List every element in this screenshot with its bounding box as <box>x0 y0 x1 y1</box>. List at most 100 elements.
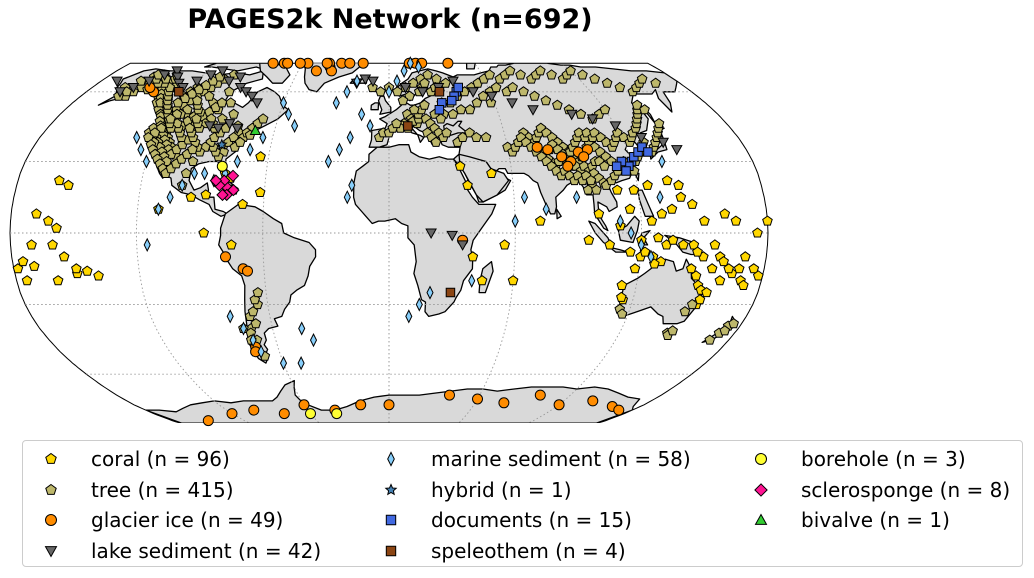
coral-site-marker <box>467 251 479 262</box>
coral-site-marker <box>225 239 237 250</box>
legend-entry-speleothem: speleothem (n = 4) <box>373 536 626 566</box>
coral-site-marker <box>748 263 760 274</box>
tree-site-marker <box>515 69 526 80</box>
glacier-ice-site-marker <box>553 399 565 411</box>
coral-site-marker <box>723 263 735 274</box>
lake-sediment-site-marker <box>506 98 518 109</box>
legend: coral (n = 96) tree (n = 415) glacier ice … <box>22 440 1023 567</box>
coral-site-marker <box>454 160 466 171</box>
lake-sediment-site-marker <box>416 87 429 98</box>
marine-sediment-site-marker <box>239 321 248 336</box>
tree-site-marker <box>191 95 203 106</box>
coral-site-marker <box>752 227 763 238</box>
tree-site-marker <box>480 131 492 142</box>
tree-site-marker <box>585 174 597 186</box>
glacier-ice-site-marker <box>242 265 253 277</box>
coral-site-marker <box>43 215 54 226</box>
lake-sediment-site-marker <box>670 145 683 156</box>
marine-sediment-site-marker <box>343 84 351 99</box>
coral-site-marker <box>694 294 706 305</box>
tree-site-marker <box>704 334 716 345</box>
sclerosponge-site-marker <box>227 183 240 197</box>
marine-sediment-site-marker <box>279 95 288 111</box>
marine-sediment-site-marker <box>178 178 186 193</box>
lake-sediment-site-marker <box>231 123 244 135</box>
tree-site-marker <box>490 81 502 93</box>
glacier-ice-site-marker <box>226 408 238 420</box>
documents-site-marker <box>447 95 457 106</box>
marine-sediment-site-marker <box>137 142 145 157</box>
coral-site-marker <box>28 260 40 271</box>
tree-legend-icon <box>45 483 57 495</box>
tree-site-marker <box>614 81 626 93</box>
tree-site-marker <box>653 117 665 129</box>
lake-sediment-site-marker <box>425 228 437 240</box>
bivalve-site-marker <box>249 124 262 135</box>
coral-site-marker <box>667 234 679 245</box>
marine-sediment-site-marker <box>226 309 234 324</box>
coral-site-marker <box>198 227 210 238</box>
marine-sediment-site-marker <box>415 297 423 312</box>
documents-site-marker <box>643 147 653 157</box>
legend-entry-borehole: borehole (n = 3) <box>743 444 966 474</box>
lake-sediment-legend-marker <box>44 545 58 558</box>
map-title: PAGES2k Network (n=692) <box>187 4 593 35</box>
lake-sediment-site-marker <box>205 70 217 81</box>
tree-site-marker <box>250 318 262 329</box>
tree-site-marker <box>187 143 198 155</box>
coral-site-marker <box>185 191 197 202</box>
marine-sediment-site-marker <box>637 237 645 253</box>
lake-sediment-site-marker <box>191 76 203 88</box>
legend-label-borehole: borehole (n = 3) <box>801 447 966 471</box>
legend-entry-sclerosponge: sclerosponge (n = 8) <box>743 475 1010 505</box>
marine-sediment-site-marker <box>400 63 408 79</box>
coral-legend-icon <box>45 452 57 464</box>
glacier-ice-site-marker <box>310 65 322 77</box>
speleothem-site-marker <box>403 121 413 131</box>
lake-sediment-site-marker <box>447 76 459 88</box>
marine-sediment-site-marker <box>343 190 351 205</box>
marine-sediment-site-marker <box>201 166 209 181</box>
tree-site-marker <box>171 108 183 119</box>
glacier-ice-site-marker <box>248 404 260 416</box>
tree-site-marker <box>225 97 237 108</box>
coral-site-marker <box>31 208 42 219</box>
marine-sediment-site-marker <box>309 332 318 348</box>
legend-entry-tree: tree (n = 415) <box>33 475 234 505</box>
coral-site-marker <box>604 239 616 250</box>
marine-sediment-site-marker <box>358 107 366 122</box>
marine-sediment-site-marker <box>249 332 257 348</box>
glacier-ice-legend-marker <box>45 514 57 526</box>
tree-site-marker <box>155 122 167 133</box>
coral-site-marker <box>629 263 641 274</box>
marine-sediment-site-marker <box>233 154 241 169</box>
lake-sediment-site-marker <box>171 66 184 77</box>
tree-site-marker <box>187 155 199 166</box>
tree-site-marker <box>601 77 613 88</box>
coral-legend-marker <box>45 452 57 464</box>
lake-sediment-site-marker <box>399 83 412 94</box>
legend-label-lake-sediment: lake sediment (n = 42) <box>91 538 322 563</box>
marine-sediment-site-marker <box>468 273 476 288</box>
tree-site-marker <box>504 65 516 76</box>
legend-label-documents: documents (n = 15) <box>431 508 632 532</box>
tree-legend-marker <box>45 483 57 495</box>
lake-sediment-site-marker <box>251 98 263 109</box>
coral-site-marker <box>762 215 773 226</box>
glacier-ice-site-marker <box>202 415 214 427</box>
coral-site-marker <box>653 232 664 243</box>
legend-label-speleothem: speleothem (n = 4) <box>431 538 626 563</box>
coral-site-marker <box>690 270 702 281</box>
marine-sediment-site-marker <box>133 130 141 145</box>
legend-entry-documents: documents (n = 15) <box>373 505 632 535</box>
tree-site-marker <box>247 306 259 317</box>
tree-site-marker <box>728 318 739 329</box>
lake-sediment-site-marker <box>203 121 216 132</box>
glacier-ice-site-marker <box>267 57 279 69</box>
marine-sediment-site-marker <box>366 118 374 134</box>
tree-site-marker <box>507 81 518 93</box>
tree-site-marker <box>182 104 193 115</box>
sclerosponge-legend-icon <box>754 482 768 497</box>
coral-site-marker <box>752 270 764 281</box>
marine-sediment-site-marker <box>279 355 288 371</box>
